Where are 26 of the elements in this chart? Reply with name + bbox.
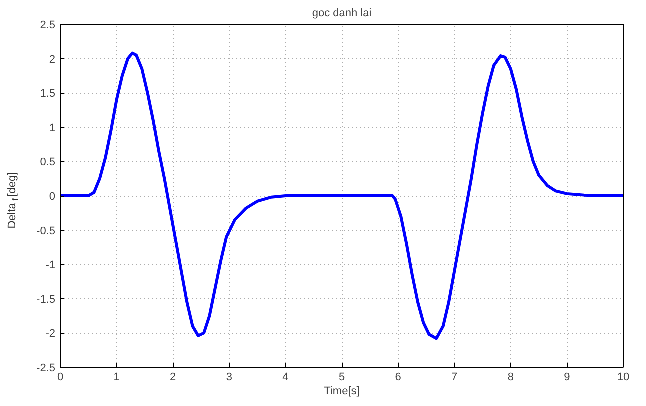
x-tick-label: 10 <box>617 372 630 384</box>
y-tick-label: -1 <box>46 260 56 272</box>
y-axis-title: Deltaf [deg] <box>6 172 20 229</box>
y-tick-label: -0.5 <box>36 225 56 238</box>
y-tick-label: 1 <box>49 122 56 134</box>
x-tick-label: 4 <box>282 372 289 384</box>
y-tick-label: 2.5 <box>40 20 56 32</box>
y-tick-label: 1.5 <box>40 88 56 100</box>
line-series <box>60 52 624 340</box>
x-tick-label: 0 <box>57 372 64 384</box>
x-tick-label: 1 <box>114 372 120 384</box>
y-tick-label: -2.5 <box>36 362 56 374</box>
y-tick-label: 0 <box>49 191 56 203</box>
x-tick-label: 7 <box>452 372 458 384</box>
y-tick-label: 0.5 <box>40 156 56 169</box>
x-tick-label: 8 <box>508 372 514 384</box>
y-tick-label: -2 <box>46 328 56 340</box>
x-tick-label: 9 <box>564 372 570 384</box>
y-tick-label: 2 <box>49 54 56 66</box>
y-tick-label: -1.5 <box>36 294 56 306</box>
chart-title: goc danh lai <box>312 8 372 20</box>
x-tick-label: 3 <box>226 372 232 384</box>
x-tick-label: 2 <box>170 372 176 384</box>
x-tick-label: 6 <box>395 372 402 384</box>
x-axis-title: Time[s] <box>324 386 360 398</box>
x-tick-label: 5 <box>338 372 346 384</box>
